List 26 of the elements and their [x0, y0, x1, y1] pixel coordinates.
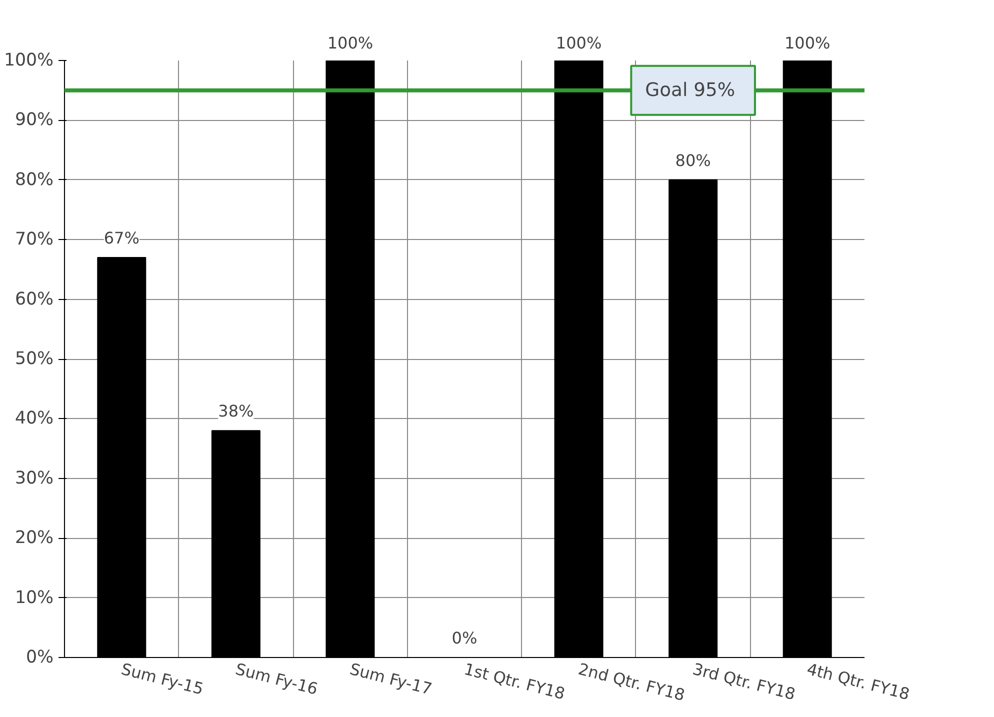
y-tick-label: 10% [14, 588, 54, 608]
y-tick-label: 80% [14, 170, 54, 190]
ref-line-label: Goal 95% [645, 80, 736, 101]
data-label: 100% [327, 34, 374, 52]
x-tick-label: Sum Fy-15 [119, 659, 206, 698]
data-label: 80% [675, 150, 711, 170]
x-tick-label: Sum Fy-16 [234, 659, 320, 698]
data-label: 100% [784, 34, 830, 52]
x-tick-label: Sum Fy-17 [348, 659, 434, 698]
y-tick-label: 50% [14, 349, 54, 369]
y-tick-label: 0% [26, 648, 54, 668]
x-tick-label: 3rd Qtr. FY18 [690, 659, 798, 704]
y-tick-label: 60% [14, 289, 54, 310]
data-label: 67% [104, 228, 140, 248]
y-tick-label: 30% [14, 468, 54, 488]
x-tick-label: 2nd Qtr. FY18 [576, 659, 687, 705]
y-tick-label: 90% [14, 110, 54, 130]
y-tick-label: 20% [14, 528, 54, 548]
data-label: 38% [218, 402, 254, 421]
data-label: 100% [556, 34, 602, 52]
y-tick-label: 100% [4, 50, 54, 70]
x-tick-label: 1st Qtr. FY18 [462, 659, 567, 704]
data-label: 0% [452, 628, 478, 648]
y-tick-label: 40% [14, 408, 54, 429]
y-tick-label: 70% [14, 230, 54, 250]
x-tick-label: 4th Qtr. FY18 [805, 659, 912, 704]
